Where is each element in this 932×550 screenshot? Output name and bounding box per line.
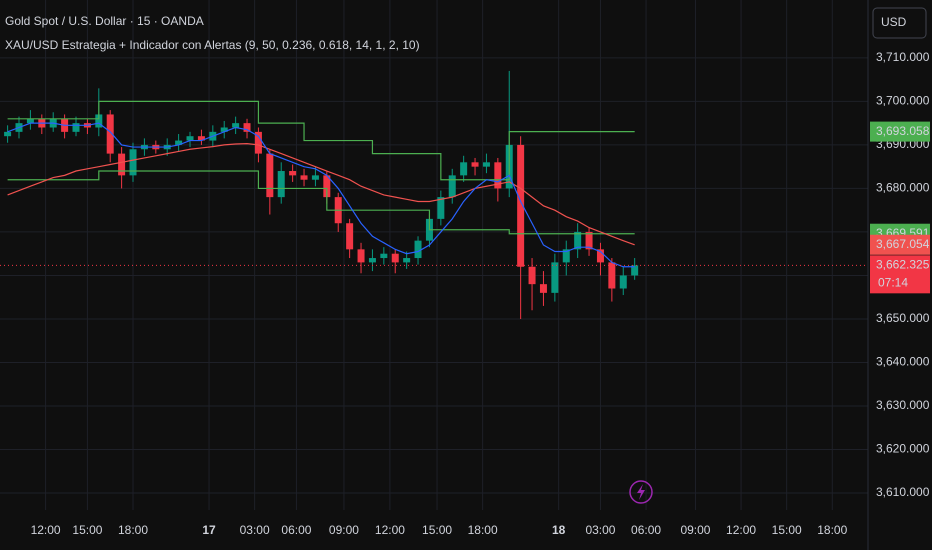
candle-body <box>300 175 308 180</box>
candle-body <box>266 153 274 198</box>
x-tick-label: 18 <box>552 523 566 537</box>
candle-body <box>471 162 479 167</box>
price-tag <box>870 234 930 255</box>
x-tick-label: 15:00 <box>72 523 102 537</box>
candle-body <box>197 136 205 141</box>
candle-body <box>232 123 240 128</box>
candle-body <box>596 249 604 263</box>
lightning-icon <box>637 484 645 500</box>
candle-body <box>72 123 80 132</box>
y-tick-label: 3,650.000 <box>876 311 930 325</box>
candle-body <box>4 131 12 137</box>
indicator-line <box>7 142 635 246</box>
candle-body <box>323 175 331 198</box>
currency-label[interactable]: USD <box>881 15 907 29</box>
candle-body <box>574 231 582 250</box>
x-tick-label: 09:00 <box>680 523 710 537</box>
candle-body <box>254 131 262 154</box>
y-tick-label: 3,700.000 <box>876 94 930 108</box>
candle-body <box>118 153 126 176</box>
plot <box>0 70 868 319</box>
y-tick-label: 3,710.000 <box>876 50 930 64</box>
candle-body <box>129 149 137 176</box>
x-tick-label: 18:00 <box>817 523 847 537</box>
last-price-label: 3,662.325 <box>876 258 930 272</box>
candle-body <box>311 175 319 180</box>
candle-body <box>220 127 228 132</box>
candle-body <box>562 249 570 263</box>
x-tick-label: 12:00 <box>726 523 756 537</box>
x-tick-label: 17 <box>202 523 216 537</box>
y-tick-label: 3,610.000 <box>876 485 930 499</box>
candle-body <box>482 162 490 167</box>
x-tick-label: 18:00 <box>118 523 148 537</box>
candle-body <box>448 175 456 198</box>
price-tag-label: 3,667.054 <box>876 237 930 251</box>
x-tick-label: 09:00 <box>329 523 359 537</box>
y-tick-label: 3,620.000 <box>876 442 930 456</box>
countdown: 07:14 <box>878 276 908 290</box>
price-tag <box>870 121 930 142</box>
candle-body <box>277 171 285 198</box>
last-price-tag <box>870 255 930 294</box>
candle-body <box>460 162 468 176</box>
candle-body <box>539 284 547 293</box>
candle-body <box>289 171 297 176</box>
currency-button[interactable] <box>872 7 927 39</box>
candle-body <box>346 223 354 250</box>
candle-body <box>243 123 251 132</box>
x-tick-label: 18:00 <box>468 523 498 537</box>
chart-title: Gold Spot / U.S. Dollar · 15 · OANDA <box>5 14 204 28</box>
x-tick-label: 06:00 <box>631 523 661 537</box>
candle-body <box>186 136 194 141</box>
candle-body <box>517 144 525 267</box>
candle-body <box>26 118 34 124</box>
candle-body <box>380 253 388 259</box>
candle-body <box>391 253 399 263</box>
candle-body <box>368 258 376 263</box>
y-tick-label: 3,630.000 <box>876 398 930 412</box>
candle-body <box>95 114 103 128</box>
candle-body <box>551 262 559 293</box>
x-tick-label: 03:00 <box>240 523 270 537</box>
candle-body <box>585 231 593 250</box>
x-tick-label: 12:00 <box>31 523 61 537</box>
candle-body <box>175 140 183 145</box>
x-tick-label: 15:00 <box>772 523 802 537</box>
candle-body <box>403 258 411 263</box>
candle-body <box>414 240 422 259</box>
candle-body <box>528 266 536 285</box>
y-tick-label: 3,680.000 <box>876 181 930 195</box>
candle-body <box>437 197 445 219</box>
event-icon[interactable] <box>629 480 653 504</box>
price-tag-label: 3,693.058 <box>876 124 930 138</box>
indicator-line <box>7 170 635 235</box>
x-tick-label: 06:00 <box>281 523 311 537</box>
indicator-line <box>7 122 635 268</box>
candle-body <box>608 262 616 289</box>
y-tick-label: 3,640.000 <box>876 355 930 369</box>
indicator-label: XAU/USD Estrategia + Indicador con Alert… <box>5 38 420 52</box>
candle-body <box>106 114 114 154</box>
candle-body <box>619 275 627 289</box>
indicator-line <box>7 100 635 181</box>
candle-body <box>494 162 502 189</box>
x-tick-label: 03:00 <box>585 523 615 537</box>
candle-body <box>631 265 639 276</box>
x-tick-label: 12:00 <box>375 523 405 537</box>
candle-body <box>357 249 365 263</box>
x-tick-label: 15:00 <box>422 523 452 537</box>
